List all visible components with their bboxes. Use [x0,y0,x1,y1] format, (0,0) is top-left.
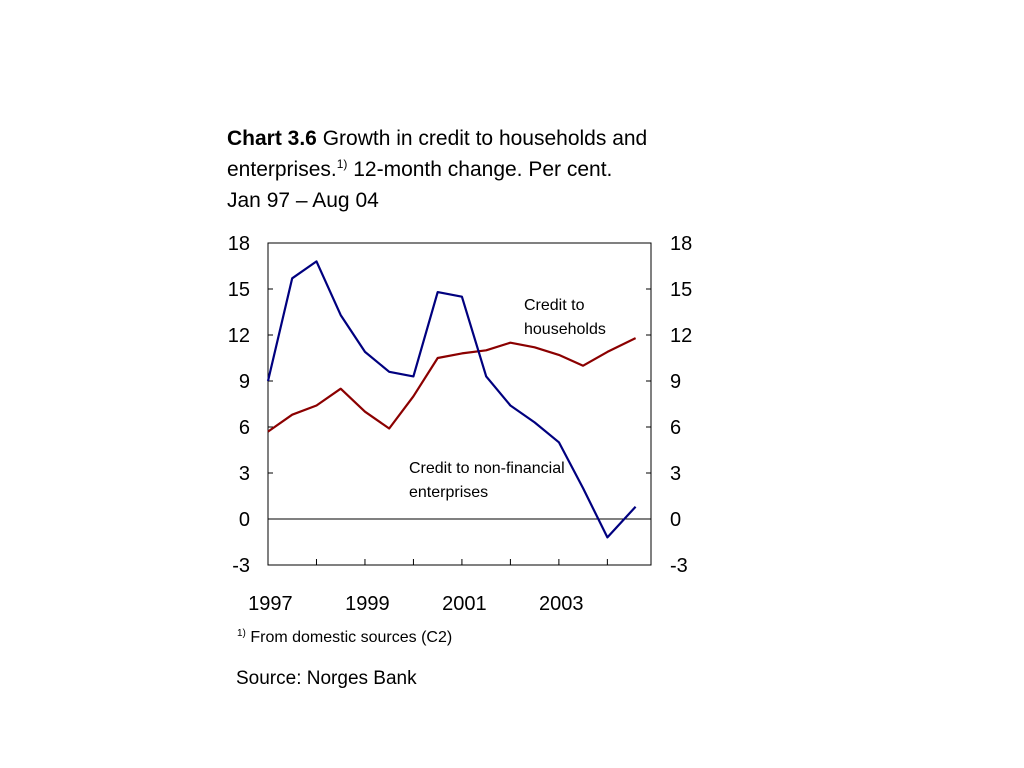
x-tick-label: 1997 [248,593,293,615]
source-note: Source: Norges Bank [236,668,417,689]
households-line [267,337,637,433]
y-tick-label-left: 6 [239,417,250,439]
footnote-marker: 1) [237,628,246,639]
x-axis-labels: 1997 1999 2001 2003 [248,593,583,615]
y-tick-label-left: 18 [228,233,250,255]
y-tick-label-right: -3 [670,555,688,577]
y-tick-label-left: 0 [239,509,250,531]
title-text-2b: 12-month change. Per cent. [347,158,613,181]
x-tick-label: 2003 [539,593,584,615]
enterprises-annotation-line1: Credit to non-financial [409,460,565,477]
y-axis-labels-right: -3 0 3 6 9 12 15 18 [670,233,692,577]
y-tick-label-left: 12 [228,325,250,347]
title-line-2: enterprises.1) 12-month change. Per cent… [227,154,697,185]
y-tick-label-left: -3 [232,555,250,577]
plot-frame [267,242,652,566]
y-tick-label-right: 6 [670,417,681,439]
y-tick-label-right: 12 [670,325,692,347]
title-footnote-ref: 1) [336,157,348,171]
x-ticks [267,559,608,565]
x-tick-label: 2001 [442,593,487,615]
chart-number: Chart 3.6 [227,127,317,150]
y-tick-label-left: 15 [228,279,250,301]
x-tick-label: 1999 [345,593,390,615]
y-tick-label-right: 15 [670,279,692,301]
y-tick-label-right: 9 [670,371,681,393]
y-tick-label-left: 9 [239,371,250,393]
y-tick-label-right: 18 [670,233,692,255]
title-text-2a: enterprises. [227,158,337,181]
households-annotation-line1: Credit to [524,297,585,314]
footnote-text: From domestic sources (C2) [245,629,453,646]
footnote: 1) From domestic sources (C2) [237,629,452,647]
enterprises-line [266,260,637,539]
y-axis-labels-left: -3 0 3 6 9 12 15 18 [228,233,250,577]
y-tick-label-left: 3 [239,463,250,485]
title-line-3: Jan 97 – Aug 04 [227,189,379,212]
title-line-1: Chart 3.6 Growth in credit to households… [227,123,697,154]
households-annotation-line2: households [524,321,606,338]
title-text-1: Growth in credit to households and [316,127,648,150]
y-tick-label-right: 0 [670,509,681,531]
chart-title: Chart 3.6 Growth in credit to households… [227,123,697,216]
enterprises-annotation-line2: enterprises [409,484,488,501]
y-tick-label-right: 3 [670,463,681,485]
series-lines [266,260,637,539]
y-ticks [268,242,651,566]
